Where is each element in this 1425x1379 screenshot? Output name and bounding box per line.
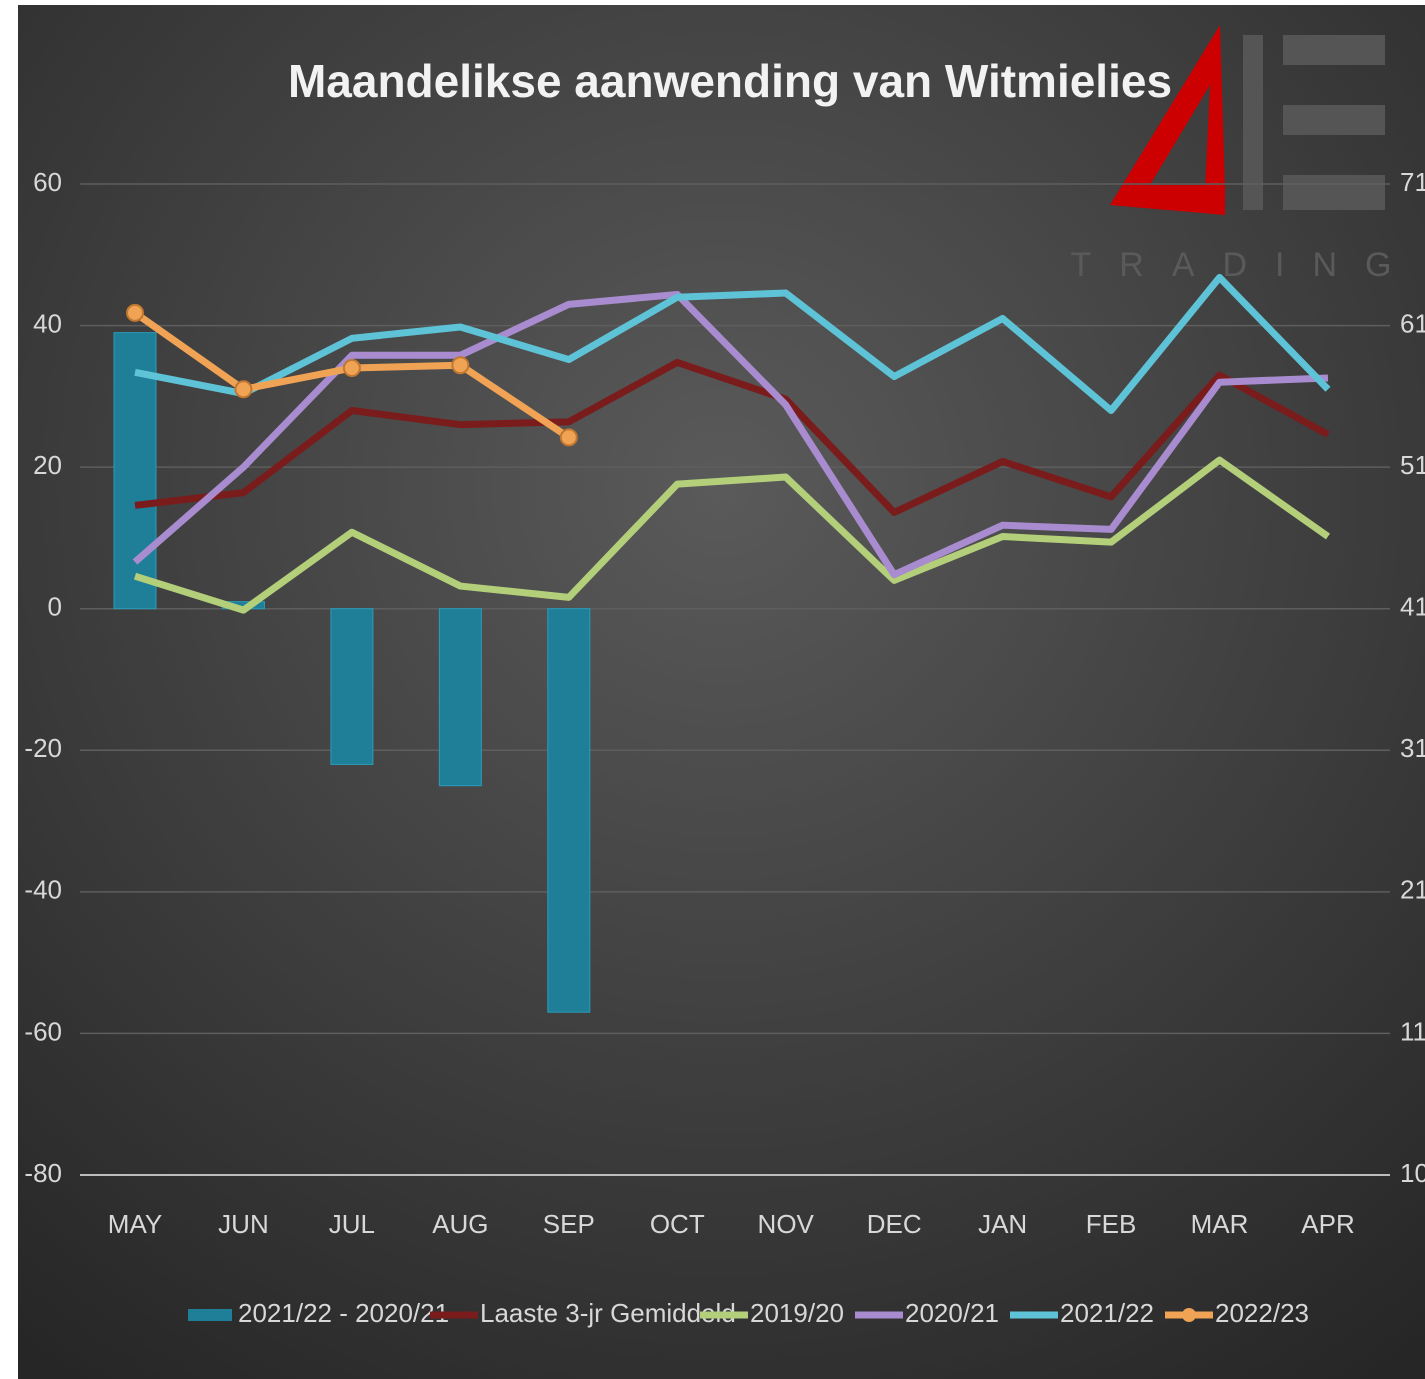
- legend-label: Laaste 3-jr Gemiddeld: [480, 1298, 736, 1328]
- x-tick-label: MAR: [1191, 1209, 1249, 1239]
- logo-text: TRADING: [1071, 246, 1420, 284]
- y2-tick-label: 310: [1400, 733, 1425, 763]
- line: [133, 456, 1331, 614]
- bar: [330, 608, 374, 765]
- x-tick-label: OCT: [650, 1209, 705, 1239]
- y2-tick-label: 610: [1400, 308, 1425, 338]
- x-tick-label: JAN: [978, 1209, 1027, 1239]
- marker: [234, 380, 253, 399]
- logo-bar: [1283, 175, 1385, 210]
- y2-tick-label: 710: [1400, 167, 1425, 197]
- chart-background: [18, 5, 1425, 1379]
- legend-label: 2021/22: [1060, 1298, 1154, 1328]
- x-tick-label: AUG: [432, 1209, 488, 1239]
- legend-label: 2019/20: [750, 1298, 844, 1328]
- legend-label: 2021/22 - 2020/21: [238, 1298, 449, 1328]
- y-tick-label: 20: [33, 450, 62, 480]
- logo-bar: [1283, 105, 1385, 135]
- x-tick-label: APR: [1301, 1209, 1354, 1239]
- y-tick-label: 0: [48, 592, 62, 622]
- x-tick-label: FEB: [1086, 1209, 1137, 1239]
- x-tick-label: JUN: [218, 1209, 269, 1239]
- legend-swatch: [188, 1309, 232, 1321]
- x-tick-label: JUL: [329, 1209, 375, 1239]
- x-tick-label: NOV: [758, 1209, 815, 1239]
- y-tick-label: -20: [24, 733, 62, 763]
- y-tick-label: -40: [24, 875, 62, 905]
- marker: [451, 356, 470, 375]
- logo-bar: [1283, 35, 1385, 65]
- y-tick-label: -60: [24, 1016, 62, 1046]
- x-tick-label: DEC: [867, 1209, 922, 1239]
- bar: [438, 608, 482, 787]
- y2-tick-label: 510: [1400, 450, 1425, 480]
- bar: [547, 608, 591, 1013]
- legend-label: 2022/23: [1215, 1298, 1309, 1328]
- y2-tick-label: 210: [1400, 875, 1425, 905]
- legend-label: 2020/21: [905, 1298, 999, 1328]
- bar: [113, 332, 157, 610]
- marker: [559, 428, 578, 447]
- x-tick-label: MAY: [108, 1209, 162, 1239]
- marker: [342, 359, 361, 378]
- x-tick-label: SEP: [543, 1209, 595, 1239]
- marker: [126, 303, 144, 322]
- y-tick-label: 40: [33, 308, 62, 338]
- y-tick-label: 60: [33, 167, 62, 197]
- line: [134, 358, 1330, 516]
- logo-bar: [1243, 35, 1263, 210]
- y-tick-label: -80: [24, 1158, 62, 1188]
- chart-title: Maandelikse aanwending van Witmielies: [288, 55, 1172, 107]
- logo-mark: [1110, 25, 1225, 215]
- y2-tick-label: 110: [1400, 1016, 1425, 1046]
- line: [134, 273, 1331, 415]
- legend-marker: [1182, 1308, 1196, 1322]
- y2-tick-label: 10: [1400, 1158, 1425, 1188]
- logo: TRADING: [1071, 25, 1420, 284]
- y2-tick-label: 410: [1400, 592, 1425, 622]
